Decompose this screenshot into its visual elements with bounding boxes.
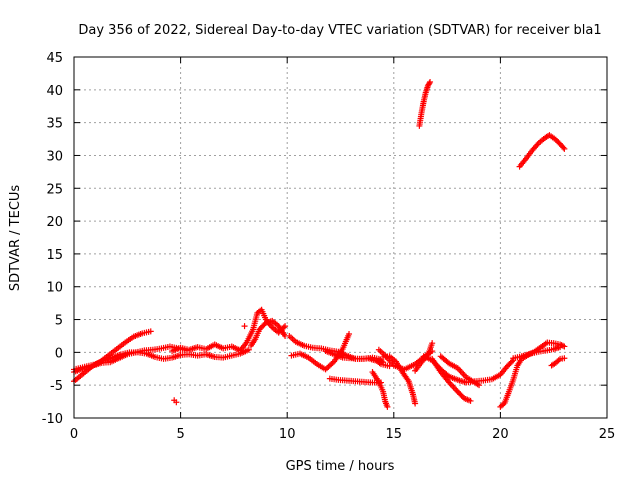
x-tick-label: 20 (492, 427, 509, 442)
data-point (561, 355, 568, 362)
data-point (557, 344, 564, 351)
y-tick-label: 30 (46, 149, 63, 164)
y-tick-label: 40 (46, 84, 63, 99)
y-tick-label: 25 (46, 182, 63, 197)
data-point (412, 400, 419, 407)
data-point (508, 358, 515, 365)
x-axis-label: GPS time / hours (286, 459, 395, 474)
x-tick-label: 15 (386, 427, 403, 442)
axis-ticks (73, 56, 608, 419)
y-tick-label: 15 (46, 248, 63, 263)
y-tick-label: 20 (46, 215, 63, 230)
y-axis-label: SDTVAR / TECUs (8, 185, 23, 292)
y-tick-label: -5 (50, 379, 63, 394)
grid-lines (74, 57, 607, 418)
data-point (147, 328, 154, 335)
data-point (346, 330, 353, 337)
data-point (173, 399, 180, 406)
data-point (245, 346, 252, 353)
data-point (282, 323, 289, 330)
data-point (241, 323, 248, 330)
data-point (476, 382, 483, 389)
x-tick-label: 0 (70, 427, 78, 442)
y-tick-label: 45 (46, 51, 63, 66)
x-tick-label: 25 (599, 427, 616, 442)
data-point (427, 78, 434, 85)
data-point (467, 397, 474, 404)
x-tick-label: 10 (279, 427, 296, 442)
data-point (426, 80, 433, 87)
data-point (429, 340, 436, 347)
chart-title: Day 356 of 2022, Sidereal Day-to-day VTE… (78, 23, 601, 38)
data-point (561, 145, 568, 152)
data-point (384, 403, 391, 410)
y-tick-label: 10 (46, 281, 63, 296)
data-point (560, 144, 567, 151)
plot-frame (73, 56, 608, 419)
y-tick-label: -10 (42, 412, 63, 427)
y-tick-label: 5 (55, 314, 63, 329)
x-tick-labels: 0 5 10 15 20 25 (70, 427, 615, 442)
data-points (71, 78, 568, 410)
data-point (561, 343, 568, 350)
x-tick-label: 5 (176, 427, 184, 442)
y-tick-label: 35 (46, 117, 63, 132)
y-tick-label: 0 (55, 346, 63, 361)
y-tick-labels: -10 -5 0 5 10 15 20 25 30 35 40 45 (42, 51, 63, 427)
